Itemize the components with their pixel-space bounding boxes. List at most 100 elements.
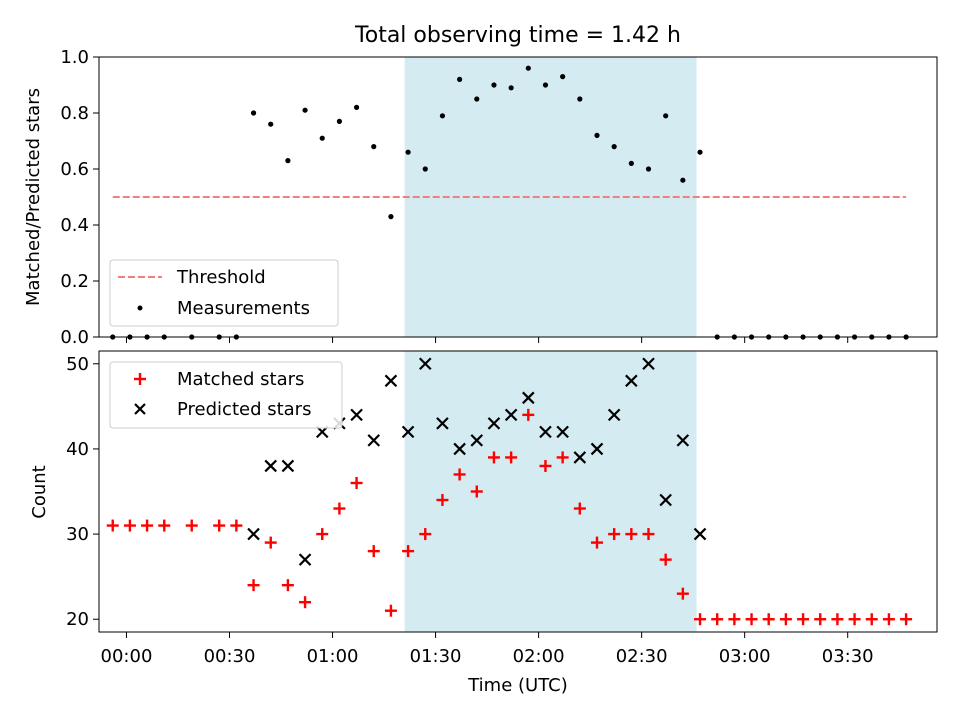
predicted-star-marker [625,374,638,388]
count-x-tick-label: 00:30 [204,646,256,667]
predicted-star-marker [659,493,672,507]
matched-star-marker [350,476,363,489]
ratio-panel: 0.0 0.2 0.4 0.6 0.8 1.0 Matched/Predicted sta… [23,47,938,348]
count-legend: Matched stars Predicted stars [109,361,343,429]
matched-star-marker [625,528,638,541]
matched-star-marker [814,613,827,626]
matched-star-marker [608,528,621,541]
count-x-tick-label: 02:00 [513,646,565,667]
measurement-point [577,96,583,102]
matched-star-marker [281,579,294,592]
predicted-star-marker [590,442,604,456]
count-x-tick-label: 03:00 [719,646,771,667]
count-x-tick-label: 00:00 [101,646,153,667]
matched-star-marker [247,579,260,592]
measurement-point [422,166,428,172]
predicted-star-marker [384,374,398,388]
count-x-tick-label: 02:30 [616,646,668,667]
matched-star-marker [522,408,535,421]
matched-star-marker [659,553,672,566]
count-x-tick-label: 01:00 [307,646,359,667]
matched-star-marker [316,528,329,541]
ratio-y-tick-label: 1.0 [60,47,89,68]
measurement-point [560,74,566,80]
matched-star-marker [865,613,878,626]
measurement-point [628,160,634,166]
count-panel-frame [98,350,938,633]
count-y-axis-label: Count [29,465,50,518]
measurement-point [405,149,411,155]
measurement-point [680,177,686,183]
predicted-star-marker [350,408,363,422]
predicted-star-marker [573,451,587,464]
legend-measurements-label: Measurements [177,298,310,319]
observing-span-rect [404,351,697,632]
measurement-point [645,166,652,172]
matched-star-marker [299,596,312,609]
predicted-star-marker [504,408,518,422]
count-y-tick-label: 40 [66,439,89,460]
legend-predicted-label: Predicted stars [177,399,311,420]
matched-star-marker [900,613,913,626]
count-x-tick-label: 01:30 [410,646,462,667]
predicted-star-marker [676,434,690,447]
matched-star-marker [213,519,226,532]
predicted-star-marker [556,425,569,439]
matched-star-marker [573,502,586,515]
predicted-star-marker [436,417,449,430]
matched-star-marker [264,536,277,549]
legend-matched-swatch [134,373,146,385]
matched-star-marker [158,519,171,532]
predicted-star-marker [470,434,484,447]
predicted-star-marker [281,459,295,473]
matched-star-marker [694,613,707,626]
ratio-y-tick-label: 0.2 [60,271,89,292]
matched-star-marker [106,519,119,532]
measurement-point [525,65,531,71]
measurement-point [491,82,497,88]
measurement-point [508,85,514,91]
count-y-ticks: 20 30 40 50 [66,354,99,630]
predicted-star-marker [367,434,381,447]
ratio-x-ticks [125,337,849,343]
ratio-legend-box [109,259,339,327]
matched-star-marker [642,528,655,541]
matched-star-marker [367,545,380,558]
matched-star-marker [848,613,861,626]
count-y-tick-label: 50 [66,354,89,375]
ratio-y-axis-label: Matched/Predicted stars [23,88,44,306]
ratio-y-ticks: 0.0 0.2 0.4 0.6 0.8 1.0 [60,47,99,348]
measurement-point [319,135,325,141]
count-panel: 20 30 40 50 00:00 00:30 01:00 01:30 02:00 02:30 0… [29,350,938,696]
count-x-tick-label: 03:30 [822,646,874,667]
count-y-tick-label: 20 [66,609,89,630]
matched-star-marker [797,613,810,626]
ratio-y-tick-label: 0.8 [60,103,89,124]
ratio-y-tick-label: 0.0 [60,327,89,348]
predicted-star-marker [401,425,415,439]
measurement-point [268,121,274,127]
matched-star-marker [436,494,449,507]
matched-star-marker [333,502,346,515]
legend-matched-label: Matched stars [177,369,304,390]
matched-star-marker [728,613,741,626]
matched-star-marker [590,536,603,549]
measurement-point [474,96,480,102]
measurement-point [285,158,291,164]
predicted-star-marker [642,357,655,371]
predicted-star-marker [247,527,260,541]
matched-star-marker [505,451,518,464]
matched-star-marker [745,613,758,626]
matched-star-marker [882,613,895,626]
matched-star-marker [141,519,154,532]
count-y-tick-label: 30 [66,524,89,545]
predicted-star-marker [418,357,432,371]
legend-predicted-swatch [134,403,146,415]
matched-star-marker [419,528,432,541]
matched-star-marker [123,519,136,532]
legend-threshold-label: Threshold [176,267,266,288]
chart-title: Total observing time = 1.42 h [354,23,681,48]
legend-measurements-swatch [137,305,143,311]
measurement-point [302,107,308,113]
